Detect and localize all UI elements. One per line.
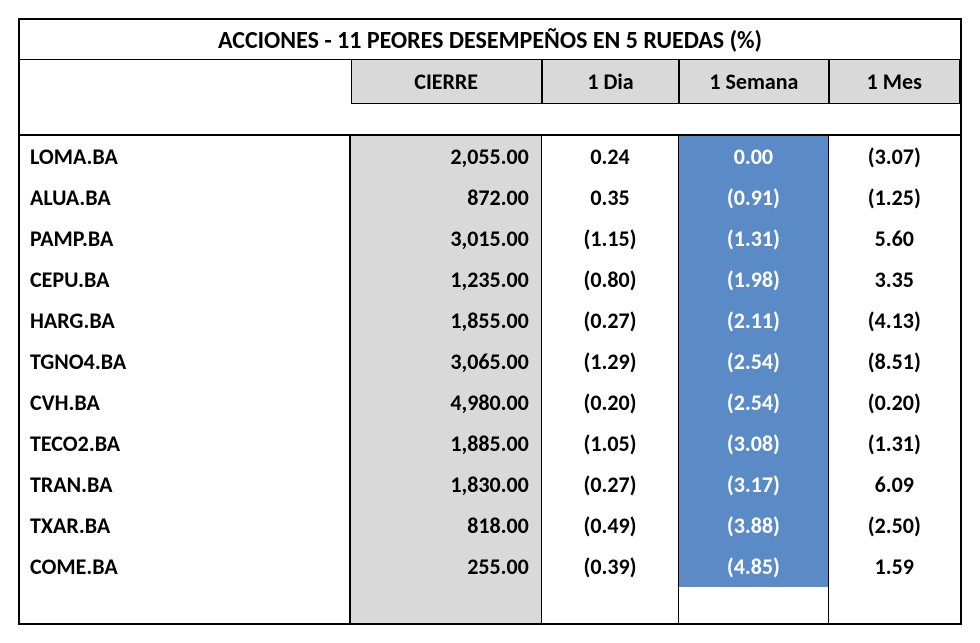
- spacer-row: [20, 104, 960, 134]
- cell-ticker: CVH.BA: [20, 382, 351, 423]
- cell-ticker: TECO2.BA: [20, 423, 351, 464]
- cell-semana: (3.88): [679, 505, 828, 546]
- header-blank: [20, 60, 351, 104]
- cell-semana: (2.11): [679, 300, 828, 341]
- table-row: TECO2.BA1,885.00(1.05)(3.08)(1.31): [20, 423, 960, 464]
- table-row: TXAR.BA818.00(0.49)(3.88)(2.50): [20, 505, 960, 546]
- table-row: COME.BA255.00(0.39)(4.85)1.59: [20, 546, 960, 587]
- cell-dia: (0.27): [542, 464, 679, 505]
- cell-dia: (0.80): [542, 259, 679, 300]
- cell-cierre: 1,830.00: [351, 464, 542, 505]
- table-row: CVH.BA4,980.00(0.20)(2.54)(0.20): [20, 382, 960, 423]
- cell-semana: (0.91): [679, 177, 828, 218]
- cell-mes: (1.25): [829, 177, 960, 218]
- cell-cierre: 1,855.00: [351, 300, 542, 341]
- cell-cierre: 872.00: [351, 177, 542, 218]
- header-cierre: CIERRE: [351, 60, 542, 104]
- header-dia: 1 Dia: [542, 60, 679, 104]
- cell-semana: (2.54): [679, 382, 828, 423]
- cell-dia: 0.35: [542, 177, 679, 218]
- cell-ticker: CEPU.BA: [20, 259, 351, 300]
- cell-semana: (2.54): [679, 341, 828, 382]
- cell-cierre: 1,885.00: [351, 423, 542, 464]
- cell-dia: (0.20): [542, 382, 679, 423]
- cell-mes: (4.13): [829, 300, 960, 341]
- cell-dia: (1.29): [542, 341, 679, 382]
- cell-mes: (8.51): [829, 341, 960, 382]
- cell-ticker: HARG.BA: [20, 300, 351, 341]
- cell-mes: 5.60: [829, 218, 960, 259]
- table-title: ACCIONES - 11 PEORES DESEMPEÑOS EN 5 RUE…: [20, 20, 960, 60]
- cell-ticker: PAMP.BA: [20, 218, 351, 259]
- table-row: TRAN.BA1,830.00(0.27)(3.17)6.09: [20, 464, 960, 505]
- cell-dia: 0.24: [542, 136, 679, 177]
- cell-semana: 0.00: [679, 136, 828, 177]
- table-row: PAMP.BA3,015.00(1.15)(1.31)5.60: [20, 218, 960, 259]
- cell-cierre: 1,235.00: [351, 259, 542, 300]
- cell-semana: (3.17): [679, 464, 828, 505]
- cell-mes: 1.59: [829, 546, 960, 587]
- cell-semana: (3.08): [679, 423, 828, 464]
- cell-dia: (1.15): [542, 218, 679, 259]
- table-row: TGNO4.BA3,065.00(1.29)(2.54)(8.51): [20, 341, 960, 382]
- cell-semana: (4.85): [679, 546, 828, 587]
- cell-dia: (1.05): [542, 423, 679, 464]
- cell-dia: (0.49): [542, 505, 679, 546]
- cell-mes: (3.07): [829, 136, 960, 177]
- cell-semana: (1.31): [679, 218, 828, 259]
- cell-semana: (1.98): [679, 259, 828, 300]
- cell-mes: (1.31): [829, 423, 960, 464]
- cell-dia: (0.27): [542, 300, 679, 341]
- cell-ticker: TRAN.BA: [20, 464, 351, 505]
- cell-ticker: TXAR.BA: [20, 505, 351, 546]
- header-semana: 1 Semana: [679, 60, 828, 104]
- table-row: ALUA.BA872.000.35(0.91)(1.25): [20, 177, 960, 218]
- cell-cierre: 3,015.00: [351, 218, 542, 259]
- cell-dia: (0.39): [542, 546, 679, 587]
- cell-mes: 6.09: [829, 464, 960, 505]
- trailing-empty-row: [20, 587, 960, 623]
- header-mes: 1 Mes: [829, 60, 960, 104]
- cell-ticker: COME.BA: [20, 546, 351, 587]
- cell-mes: (0.20): [829, 382, 960, 423]
- table-header-row: CIERRE 1 Dia 1 Semana 1 Mes: [20, 60, 960, 104]
- cell-mes: (2.50): [829, 505, 960, 546]
- stock-performance-table: ACCIONES - 11 PEORES DESEMPEÑOS EN 5 RUE…: [18, 18, 962, 625]
- cell-ticker: LOMA.BA: [20, 136, 351, 177]
- table-body: LOMA.BA2,055.000.240.00(3.07)ALUA.BA872.…: [20, 134, 960, 623]
- table-row: CEPU.BA1,235.00(0.80)(1.98)3.35: [20, 259, 960, 300]
- cell-cierre: 255.00: [351, 546, 542, 587]
- table-row: LOMA.BA2,055.000.240.00(3.07): [20, 136, 960, 177]
- cell-ticker: ALUA.BA: [20, 177, 351, 218]
- cell-cierre: 4,980.00: [351, 382, 542, 423]
- cell-cierre: 2,055.00: [351, 136, 542, 177]
- cell-cierre: 3,065.00: [351, 341, 542, 382]
- cell-ticker: TGNO4.BA: [20, 341, 351, 382]
- cell-cierre: 818.00: [351, 505, 542, 546]
- table-row: HARG.BA1,855.00(0.27)(2.11)(4.13): [20, 300, 960, 341]
- cell-mes: 3.35: [829, 259, 960, 300]
